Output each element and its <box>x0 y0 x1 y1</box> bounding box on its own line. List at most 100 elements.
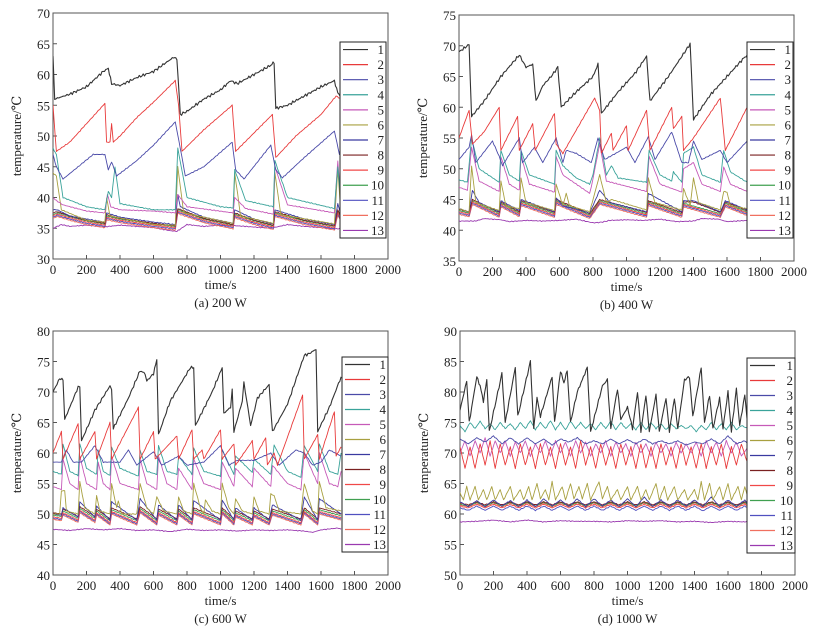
series-line-4 <box>459 137 748 185</box>
y-tick-label: 75 <box>37 355 50 370</box>
legend-label: 12 <box>371 208 384 223</box>
y-tick-label: 50 <box>37 507 50 522</box>
series-line-12 <box>53 512 342 526</box>
legend-label: 6 <box>378 117 385 132</box>
y-tick-label: 70 <box>444 446 457 461</box>
legend-label: 5 <box>380 417 387 432</box>
legend-label: 12 <box>780 523 793 538</box>
x-tick-label: 1800 <box>748 264 774 279</box>
panel-caption: (d) 1000 W <box>598 611 658 626</box>
legend-label: 1 <box>785 42 792 57</box>
x-tick-label: 400 <box>110 578 130 593</box>
y-tick-label: 60 <box>37 446 50 461</box>
y-tick-label: 40 <box>37 191 50 206</box>
x-tick-label: 0 <box>50 262 57 277</box>
series-line-9 <box>53 210 342 229</box>
legend-label: 13 <box>373 537 386 552</box>
series-line-6 <box>53 166 342 226</box>
y-axis-title: temperature/℃ <box>416 413 431 493</box>
x-tick-label: 2000 <box>375 578 401 593</box>
x-tick-label: 1600 <box>308 262 334 277</box>
series-line-13 <box>53 527 342 533</box>
series-line-11 <box>53 211 342 230</box>
series-line-5 <box>53 160 342 215</box>
series-line-3 <box>53 445 342 466</box>
x-tick-label: 600 <box>550 264 570 279</box>
series-line-4 <box>53 443 342 478</box>
series-group <box>460 360 749 524</box>
legend-label: 5 <box>787 418 794 433</box>
x-tick-label: 0 <box>457 578 464 593</box>
series-line-2 <box>460 440 749 470</box>
series-line-13 <box>459 218 748 224</box>
x-tick-label: 2000 <box>782 578 808 593</box>
x-tick-label: 1000 <box>615 578 641 593</box>
panel-caption: (a) 200 W <box>194 295 247 310</box>
y-tick-label: 60 <box>443 100 456 115</box>
y-tick-label: 75 <box>443 8 456 23</box>
series-line-13 <box>460 519 749 524</box>
legend-label: 9 <box>787 478 794 493</box>
legend-label: 8 <box>787 463 794 478</box>
legend-label: 10 <box>780 493 793 508</box>
series-line-3 <box>460 435 749 446</box>
legend-label: 12 <box>373 522 386 537</box>
panel-a-200w: 0 200 400 600 800 1000 1200 1400 1600 1800 2000 30 3… <box>9 6 401 310</box>
legend-label: 11 <box>371 193 384 208</box>
legend-label: 7 <box>378 133 385 148</box>
panel-caption: (b) 400 W <box>600 297 654 312</box>
legend-label: 13 <box>778 223 791 238</box>
y-tick-label: 65 <box>444 477 457 492</box>
y-tick-label: 55 <box>443 131 456 146</box>
legend-label: 1 <box>380 357 387 372</box>
series-group <box>53 349 342 533</box>
y-tick-label: 65 <box>37 416 50 431</box>
series-line-3 <box>53 121 342 180</box>
x-tick-label: 200 <box>483 264 503 279</box>
series-line-7 <box>53 496 342 521</box>
legend-label: 13 <box>371 223 384 238</box>
y-tick-label: 50 <box>443 162 456 177</box>
legend-label: 4 <box>378 87 385 102</box>
x-tick-label: 400 <box>517 578 537 593</box>
x-tick-label: 400 <box>110 262 130 277</box>
x-tick-label: 200 <box>484 578 504 593</box>
legend-label: 2 <box>378 57 385 72</box>
x-tick-label: 0 <box>456 264 463 279</box>
series-line-1 <box>53 349 342 442</box>
panel-caption: (c) 600 W <box>194 611 247 626</box>
y-axis-title: temperature/℃ <box>9 96 24 176</box>
y-tick-label: 45 <box>37 538 50 553</box>
legend-label: 4 <box>787 403 794 418</box>
x-tick-label: 600 <box>144 578 164 593</box>
legend-label: 3 <box>787 388 794 403</box>
series-line-2 <box>53 79 342 158</box>
legend-label: 4 <box>380 402 387 417</box>
y-tick-label: 75 <box>444 416 457 431</box>
x-tick-label: 1000 <box>614 264 640 279</box>
legend-label: 3 <box>380 387 387 402</box>
y-tick-label: 90 <box>444 324 457 339</box>
y-tick-label: 65 <box>443 70 456 85</box>
series-line-1 <box>460 360 749 433</box>
y-axis-title: temperature/℃ <box>9 413 24 493</box>
series-line-2 <box>53 394 342 466</box>
legend-label: 11 <box>373 507 386 522</box>
legend-label: 6 <box>380 432 387 447</box>
x-tick-label: 1400 <box>682 578 708 593</box>
legend-label: 1 <box>378 42 385 57</box>
series-line-4 <box>53 147 342 211</box>
series-line-5 <box>53 452 342 491</box>
series-line-11 <box>460 505 749 512</box>
x-tick-label: 1800 <box>342 262 368 277</box>
x-axis-title: time/s <box>205 277 237 292</box>
y-tick-label: 45 <box>37 160 50 175</box>
x-tick-label: 200 <box>77 578 97 593</box>
x-axis-title: time/s <box>612 593 644 608</box>
legend-label: 11 <box>778 193 791 208</box>
y-tick-label: 50 <box>37 129 50 144</box>
legend-label: 5 <box>378 102 385 117</box>
series-group <box>53 56 342 233</box>
y-tick-label: 35 <box>37 221 50 236</box>
legend-label: 7 <box>380 447 387 462</box>
